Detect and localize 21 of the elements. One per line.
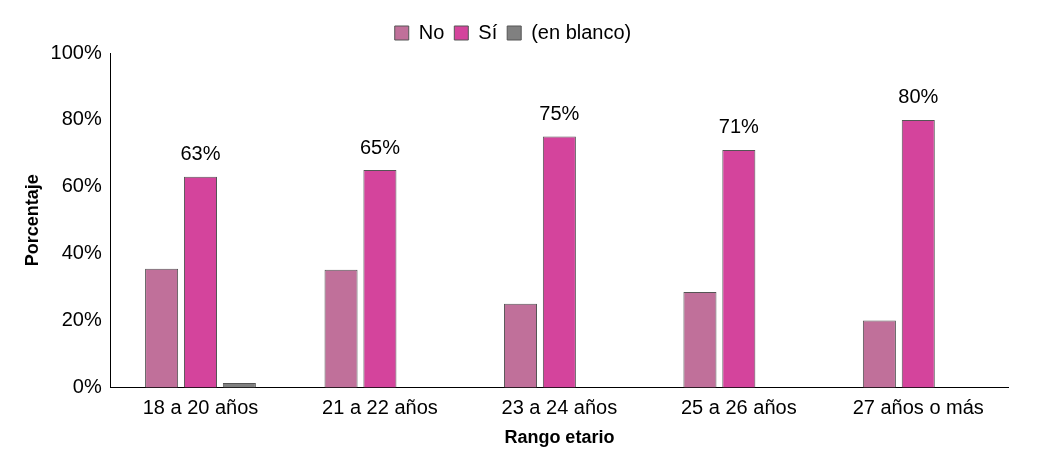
- x-tick-label: 23 a 24 años: [501, 395, 618, 418]
- y-tick-label: 60%: [61, 174, 102, 197]
- y-tick-label: 20%: [61, 308, 102, 331]
- y-tick-label: 100%: [50, 40, 102, 63]
- data-label: 65%: [359, 135, 401, 158]
- x-axis-title: Rango etario: [504, 427, 615, 448]
- data-label: 80%: [898, 85, 939, 108]
- x-tick-label: 27 años o más: [852, 395, 984, 418]
- data-label: 71%: [718, 115, 760, 138]
- x-tick-label: 18 a 20 años: [142, 395, 259, 418]
- x-tick-label: 25 a 26 años: [681, 395, 797, 418]
- y-axis-title: Porcentaje: [21, 174, 42, 267]
- data-label: 75%: [539, 102, 580, 125]
- x-tick-label: 21 a 22 años: [322, 395, 438, 418]
- y-tick-label: 80%: [61, 107, 102, 130]
- data-label: 63%: [180, 142, 221, 165]
- y-tick-label: 0%: [72, 374, 102, 397]
- legend-label: Sí: [478, 20, 498, 43]
- legend-label: (en blanco): [531, 20, 632, 43]
- y-tick-label: 40%: [61, 241, 102, 264]
- legend-label: No: [418, 20, 445, 43]
